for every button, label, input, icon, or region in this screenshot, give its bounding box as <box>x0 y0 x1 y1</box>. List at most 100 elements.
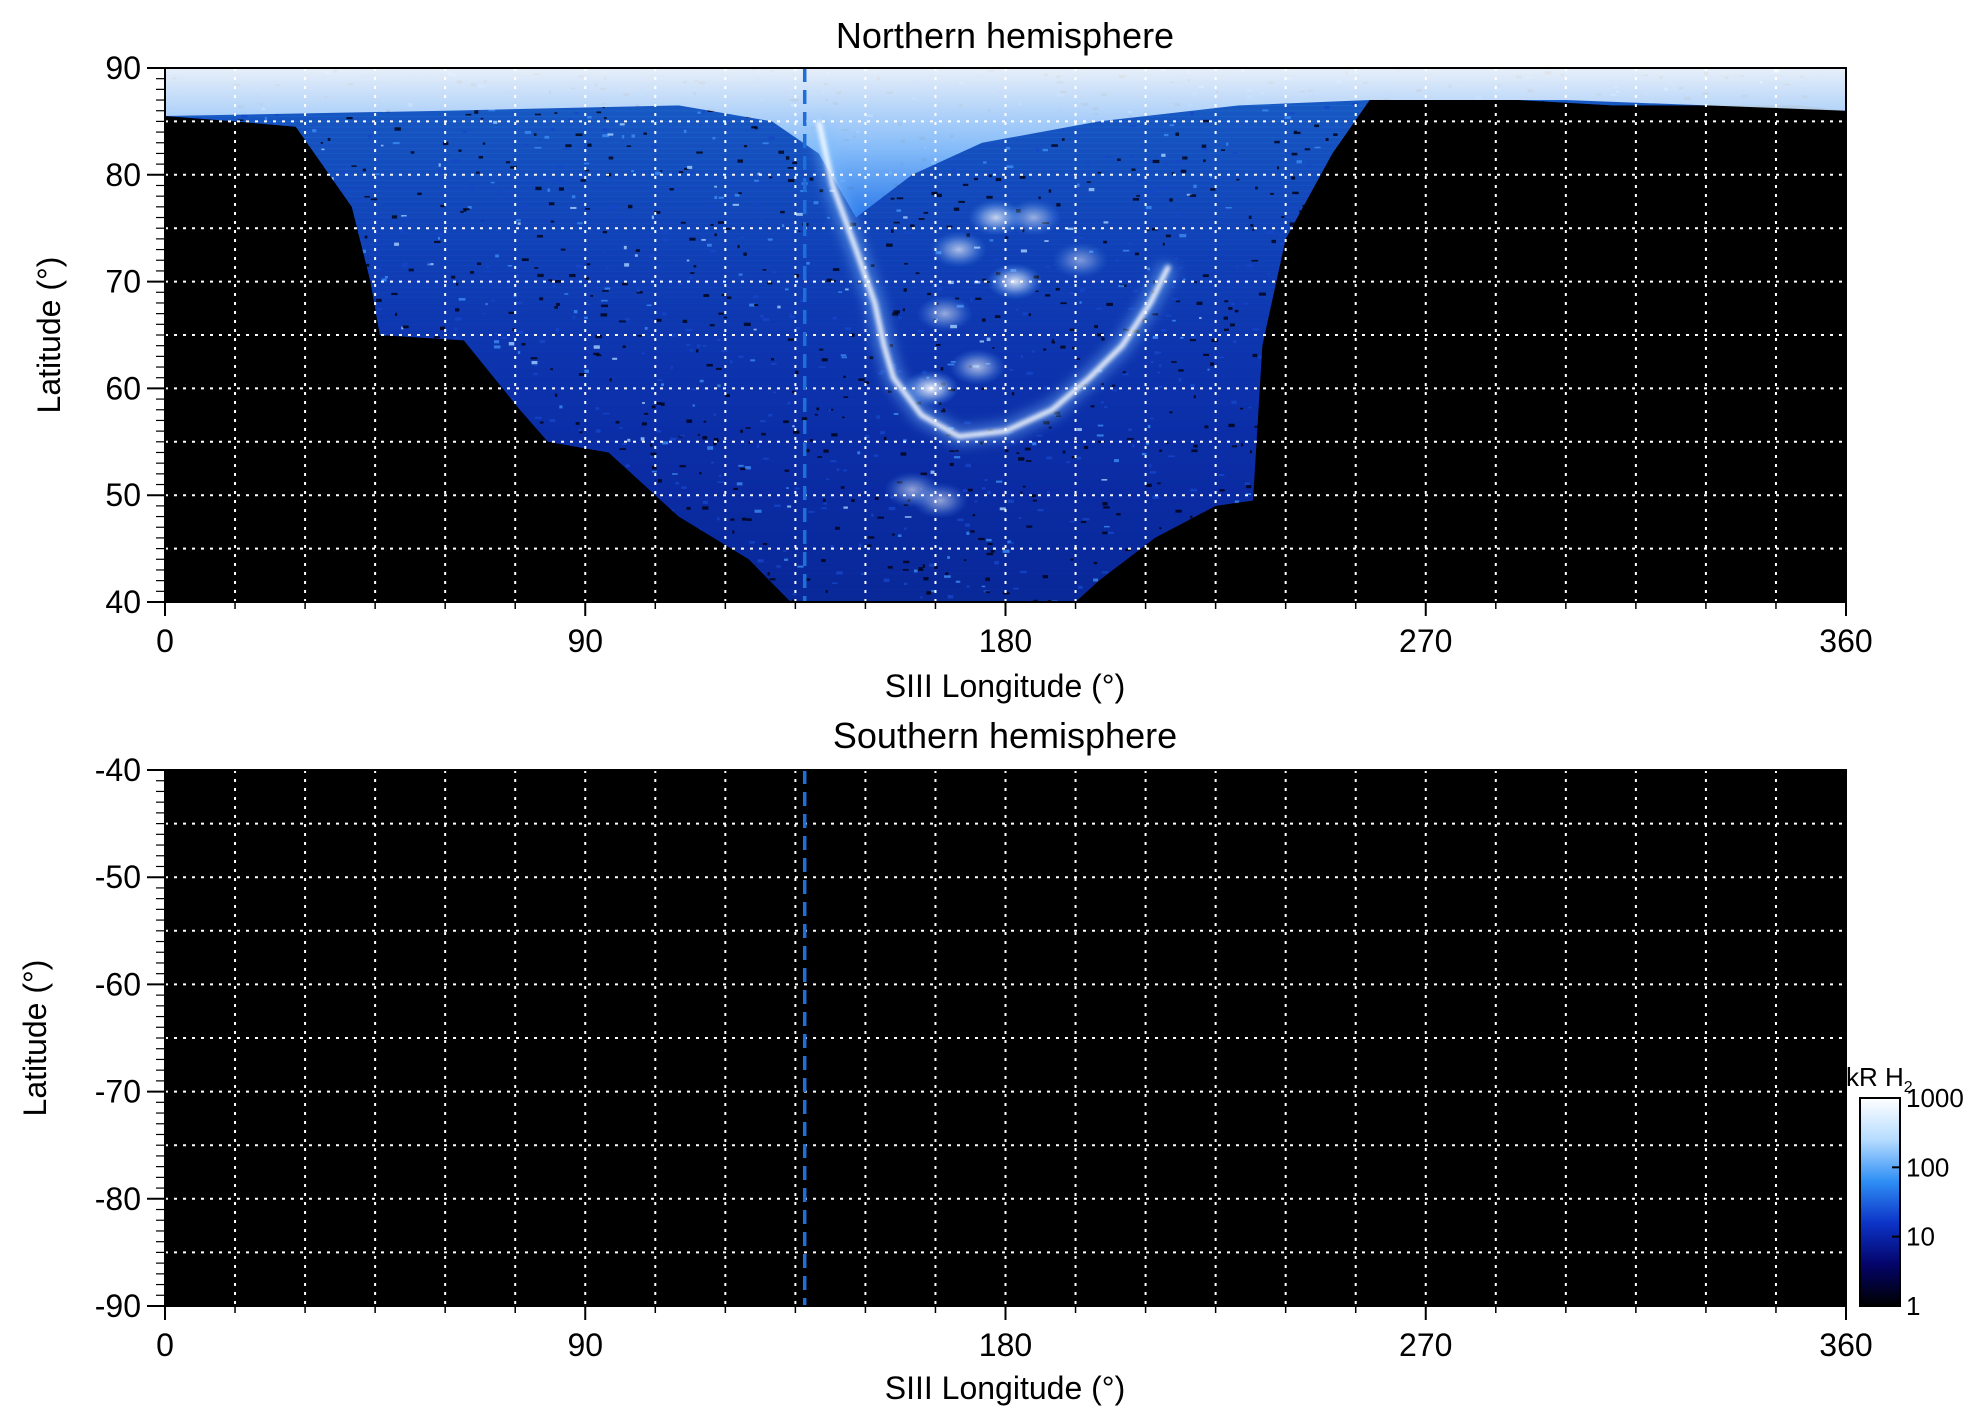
noise-speck <box>1204 280 1209 284</box>
noise-speck <box>1106 302 1113 306</box>
noise-speck <box>725 228 731 230</box>
colorbar-gradient <box>1859 1097 1901 1307</box>
noise-speck <box>610 204 617 208</box>
noise-speck <box>478 155 484 159</box>
noise-speck <box>1128 307 1135 310</box>
noise-speck <box>454 327 458 330</box>
noise-speck <box>877 516 885 519</box>
noise-speck <box>1096 434 1104 437</box>
noise-speck <box>1056 203 1061 207</box>
noise-speck <box>1160 328 1167 332</box>
noise-speck <box>644 327 648 330</box>
noise-speck <box>952 168 956 173</box>
noise-speck <box>717 481 725 483</box>
noise-speck <box>1132 197 1140 201</box>
noise-speck <box>1151 227 1158 231</box>
noise-speck <box>588 138 591 142</box>
noise-speck <box>1122 371 1126 374</box>
noise-speck <box>508 311 514 315</box>
noise-speck <box>662 238 669 242</box>
noise-speck <box>1267 273 1271 276</box>
noise-speck <box>813 201 819 205</box>
noise-speck <box>578 372 586 376</box>
noise-speck <box>621 140 624 143</box>
noise-speck <box>1079 301 1082 304</box>
noise-speck <box>1169 411 1173 414</box>
noise-speck <box>1190 111 1194 116</box>
noise-speck <box>554 306 558 309</box>
noise-speck <box>655 430 662 433</box>
emission-band <box>165 559 1846 566</box>
noise-speck <box>656 318 662 322</box>
noise-speck <box>953 456 961 459</box>
noise-speck <box>999 507 1006 511</box>
noise-speck <box>689 276 693 279</box>
noise-speck <box>495 254 499 258</box>
noise-speck <box>524 130 532 134</box>
noise-speck <box>1076 358 1081 360</box>
noise-speck <box>887 566 893 569</box>
noise-speck <box>569 273 576 278</box>
noise-speck <box>832 268 840 272</box>
noise-speck <box>661 229 669 234</box>
noise-speck <box>1186 193 1192 196</box>
noise-speck <box>988 174 992 178</box>
noise-speck <box>1255 186 1258 190</box>
noise-speck <box>641 352 645 355</box>
noise-speck <box>555 327 560 332</box>
noise-speck <box>1226 142 1229 146</box>
noise-speck <box>713 442 717 446</box>
noise-speck <box>346 116 353 120</box>
noise-speck <box>1291 176 1296 180</box>
noise-speck <box>539 297 544 301</box>
emission-patch <box>912 482 969 519</box>
noise-speck <box>1191 449 1198 453</box>
noise-speck <box>1045 294 1051 297</box>
y-axis-label-south: Latitude (°) <box>17 960 53 1117</box>
noise-speck <box>463 179 467 182</box>
colorbar-label-subscript: 2 <box>1904 1079 1913 1096</box>
noise-speck <box>380 143 385 146</box>
noise-speck <box>738 192 742 195</box>
x-tick-label: 0 <box>156 1327 174 1363</box>
noise-speck <box>1252 353 1258 358</box>
noise-speck <box>1294 130 1297 133</box>
noise-speck <box>767 282 773 285</box>
noise-speck <box>641 422 647 426</box>
x-tick-label: 180 <box>979 623 1032 659</box>
noise-speck <box>831 433 838 437</box>
noise-speck <box>607 207 614 210</box>
noise-speck <box>1276 166 1280 170</box>
noise-speck <box>1147 424 1151 429</box>
noise-speck <box>482 312 486 315</box>
noise-speck <box>1016 452 1020 455</box>
noise-speck <box>823 502 827 505</box>
noise-speck <box>320 141 324 144</box>
noise-speck <box>515 301 523 305</box>
noise-speck <box>1278 234 1285 237</box>
noise-speck <box>994 315 1001 319</box>
noise-speck <box>460 210 464 213</box>
noise-speck <box>1306 164 1312 167</box>
noise-speck <box>730 518 735 521</box>
noise-speck <box>845 288 849 291</box>
noise-speck <box>1220 149 1226 151</box>
noise-speck <box>1112 389 1118 392</box>
noise-speck <box>491 299 495 302</box>
noise-speck <box>843 375 846 379</box>
noise-speck <box>903 288 907 292</box>
noise-speck <box>1026 460 1032 462</box>
noise-speck <box>1134 252 1140 256</box>
noise-speck <box>1077 183 1080 187</box>
noise-speck <box>803 235 809 238</box>
noise-speck <box>823 498 826 502</box>
noise-speck <box>408 268 414 272</box>
noise-speck <box>953 207 960 211</box>
noise-speck <box>534 113 541 116</box>
noise-speck <box>983 161 987 164</box>
noise-speck <box>625 464 630 468</box>
noise-speck <box>1101 571 1109 574</box>
noise-speck <box>1104 156 1111 158</box>
noise-speck <box>1051 341 1056 344</box>
noise-speck <box>689 349 694 352</box>
